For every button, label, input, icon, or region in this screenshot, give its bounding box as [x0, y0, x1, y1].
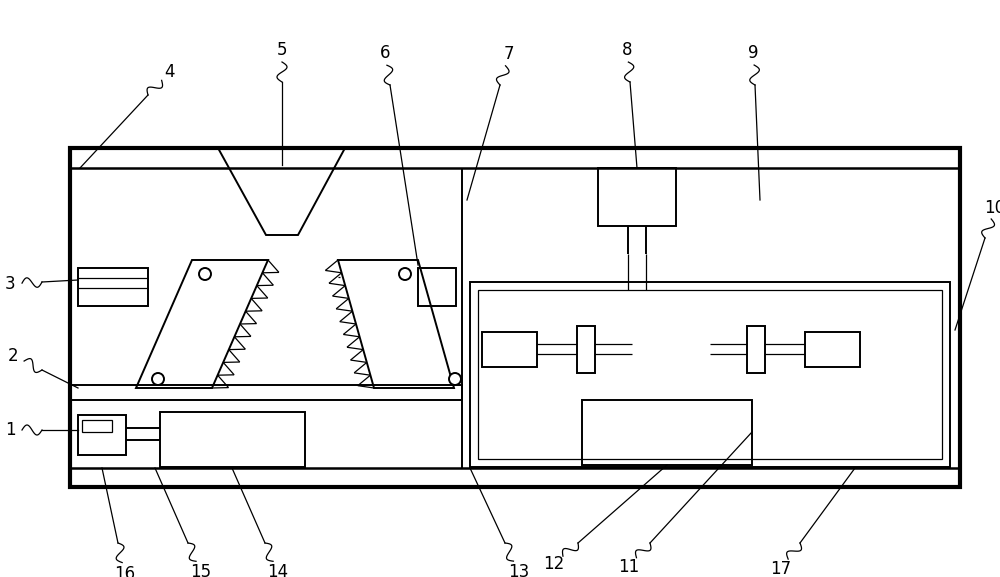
Circle shape: [399, 268, 411, 280]
Text: 3: 3: [5, 275, 15, 293]
Text: 4: 4: [165, 62, 175, 81]
Text: 14: 14: [267, 563, 288, 577]
Text: 10: 10: [984, 198, 1000, 216]
Text: 13: 13: [508, 563, 529, 577]
Text: 8: 8: [622, 41, 633, 59]
Bar: [577, 326, 595, 373]
Text: 15: 15: [190, 563, 211, 577]
Bar: [418, 268, 456, 306]
Circle shape: [449, 373, 461, 385]
Circle shape: [199, 268, 211, 280]
Text: 9: 9: [748, 44, 759, 62]
Bar: [78, 268, 148, 306]
Text: 5: 5: [277, 41, 287, 59]
Text: 6: 6: [380, 44, 390, 62]
Bar: [747, 326, 765, 373]
Text: 2: 2: [8, 347, 19, 365]
Bar: [598, 168, 676, 226]
Bar: [470, 282, 950, 467]
Circle shape: [152, 373, 164, 385]
Bar: [78, 415, 126, 455]
Text: 16: 16: [114, 565, 135, 577]
Text: 17: 17: [771, 560, 792, 577]
Bar: [482, 332, 537, 367]
Text: 12: 12: [543, 555, 565, 573]
Bar: [160, 412, 305, 467]
Bar: [582, 400, 752, 465]
Bar: [70, 148, 960, 487]
Bar: [478, 290, 942, 459]
Text: 1: 1: [5, 421, 15, 439]
Bar: [70, 385, 462, 400]
Bar: [82, 420, 112, 432]
Text: 7: 7: [504, 45, 514, 63]
Bar: [805, 332, 860, 367]
Text: 11: 11: [618, 557, 639, 576]
